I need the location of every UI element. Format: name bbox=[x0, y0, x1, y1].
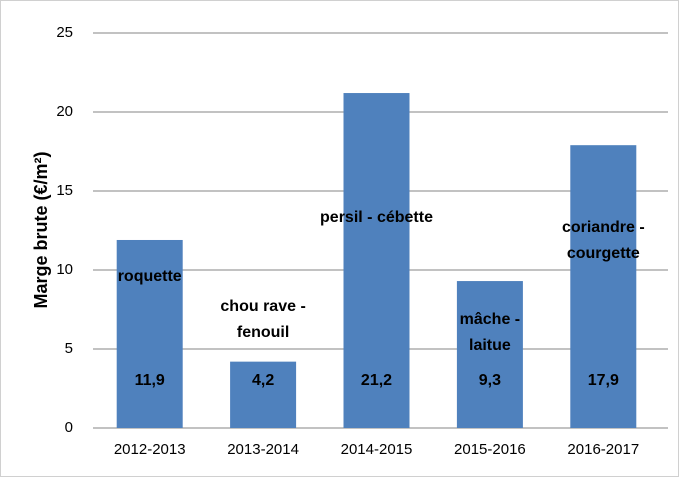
x-tick-label: 2014-2015 bbox=[341, 441, 413, 458]
y-tick-label: 20 bbox=[56, 103, 73, 120]
value-label: 11,9 bbox=[135, 372, 165, 389]
x-tick-label: 2016-2017 bbox=[567, 441, 639, 458]
bar-annotation: fenouil bbox=[237, 324, 289, 341]
y-tick-label: 5 bbox=[65, 340, 73, 357]
bar-annotation: roquette bbox=[118, 268, 182, 285]
value-label: 21,2 bbox=[361, 372, 392, 389]
bar bbox=[570, 145, 637, 428]
value-label: 17,9 bbox=[588, 372, 619, 389]
y-axis-label: Marge brute (€/m²) bbox=[31, 151, 51, 308]
x-tick-label: 2012-2013 bbox=[114, 441, 186, 458]
y-tick-label: 15 bbox=[56, 182, 73, 199]
y-tick-label: 25 bbox=[56, 24, 73, 41]
bar-annotation: coriandre - bbox=[562, 219, 645, 236]
bar bbox=[230, 361, 297, 428]
x-tick-label: 2013-2014 bbox=[227, 441, 299, 458]
value-label: 4,2 bbox=[252, 372, 274, 389]
value-label: 9,3 bbox=[479, 372, 501, 389]
bar-annotation: courgette bbox=[567, 245, 640, 262]
bar bbox=[343, 93, 410, 428]
y-tick-label: 10 bbox=[56, 261, 73, 278]
bar-annotation: mâche - bbox=[460, 311, 520, 328]
x-tick-label: 2015-2016 bbox=[454, 441, 526, 458]
y-tick-label: 0 bbox=[65, 419, 73, 436]
bar-annotation: chou rave - bbox=[220, 298, 305, 315]
bar-annotation: laitue bbox=[469, 337, 511, 354]
bar bbox=[116, 239, 183, 428]
bar bbox=[456, 281, 523, 428]
bar-annotation: persil - cébette bbox=[320, 209, 433, 226]
